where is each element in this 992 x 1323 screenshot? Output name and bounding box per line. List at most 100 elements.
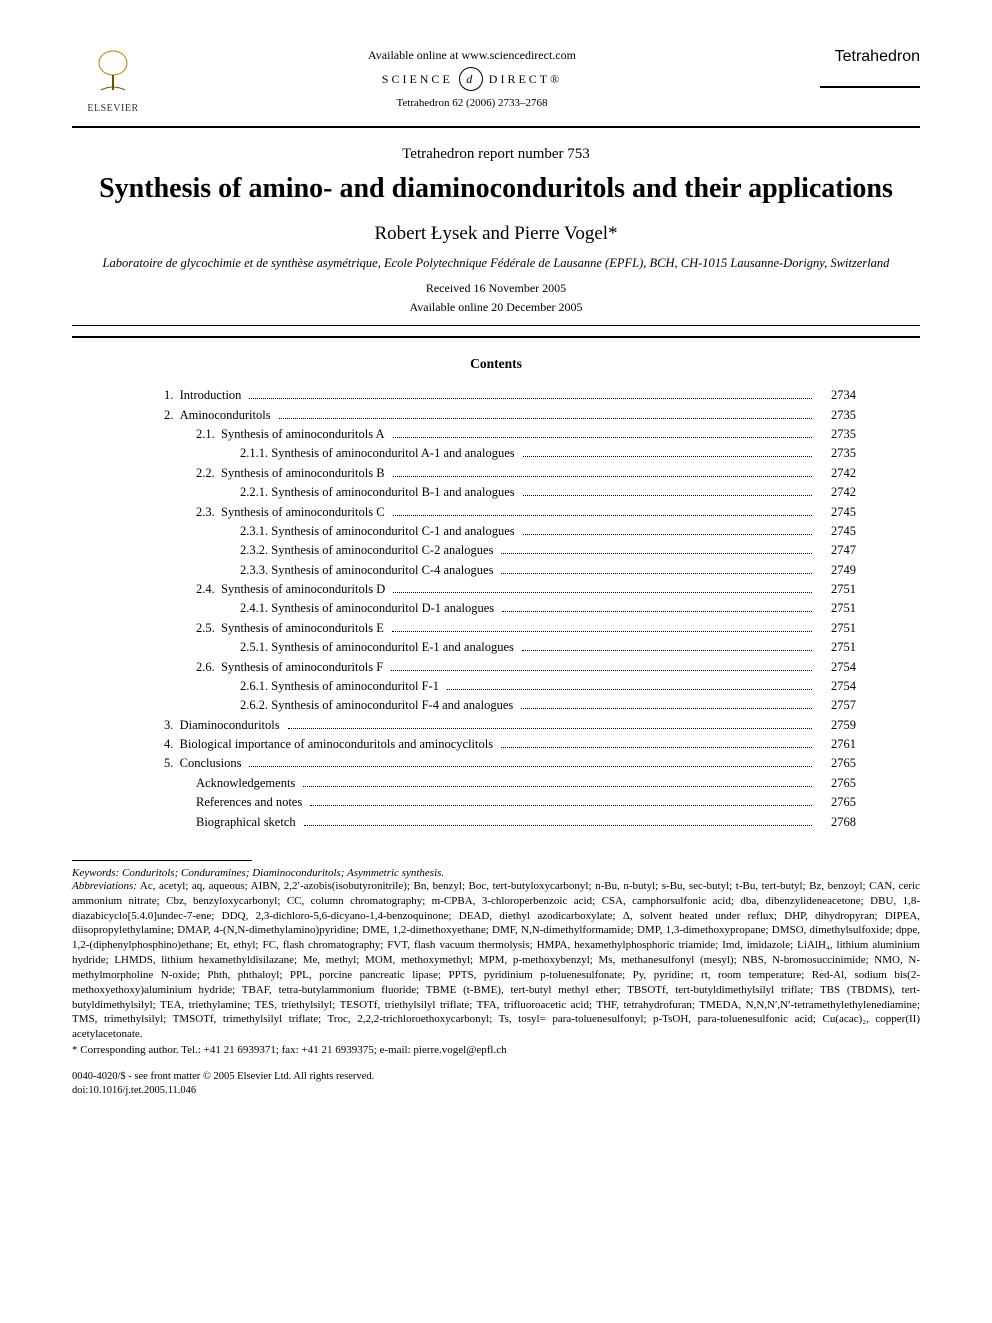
toc-row: 2.4. Synthesis of aminoconduritols D2751 [136,580,856,599]
sd-left: SCIENCE [382,72,453,87]
article-title: Synthesis of amino- and diaminocondurito… [72,173,920,205]
toc-number: 2.6.1. [136,677,271,696]
toc-page: 2735 [816,425,856,444]
toc-label: Acknowledgements [196,774,299,793]
toc-page: 2745 [816,522,856,541]
toc-row: 1. Introduction 2734 [136,386,856,405]
toc-dots [501,546,812,555]
received-date: Received 16 November 2005 [72,281,920,296]
online-date: Available online 20 December 2005 [72,300,920,315]
toc-dots [393,585,812,594]
toc-dots [393,468,812,477]
toc-number: 2.3.2. [136,541,271,560]
toc-label: Aminoconduritols [180,406,275,425]
toc-row: Biographical sketch 2768 [136,813,856,832]
toc-number: 2.4. [136,580,221,599]
sd-right: DIRECT® [489,72,562,87]
toc-page: 2734 [816,386,856,405]
footnote-rule [72,860,252,861]
toc-label: Diaminoconduritols [180,716,284,735]
toc-dots [391,662,812,671]
toc-row: 4. Biological importance of aminoconduri… [136,735,856,754]
corresponding-author: * Corresponding author. Tel.: +41 21 693… [72,1044,920,1056]
toc-page: 2751 [816,619,856,638]
toc-row: 2.3. Synthesis of aminoconduritols C2745 [136,503,856,522]
toc-page: 2735 [816,406,856,425]
toc-page: 2751 [816,599,856,618]
toc-label: Biographical sketch [196,813,300,832]
keywords-line: Keywords: Conduritols; Conduramines; Dia… [72,867,920,879]
toc-page: 2735 [816,444,856,463]
rule-top [72,126,920,128]
toc-number: 2.6. [136,658,221,677]
toc-number: 2.6.2. [136,696,271,715]
copyright-block: 0040-4020/$ - see front matter © 2005 El… [72,1070,920,1097]
toc-label: Synthesis of aminoconduritol C-2 analogu… [271,541,497,560]
toc-page: 2742 [816,483,856,502]
toc-label: Introduction [180,386,246,405]
journal-name: Tetrahedron [790,48,920,66]
contents-heading: Contents [72,356,920,372]
toc-dots [249,759,812,768]
toc-dots [392,623,812,632]
toc-dots [522,643,812,652]
authors: Robert Łysek and Pierre Vogel* [72,223,920,245]
toc-number: 2. [136,406,180,425]
publisher-logo: ELSEVIER [72,48,154,114]
toc-number: 2.5. [136,619,221,638]
toc-label: Conclusions [180,754,246,773]
toc-label: Synthesis of aminoconduritols C [221,503,389,522]
keywords-text: Conduritols; Conduramines; Diaminocondur… [119,867,444,879]
toc-row: 2.3.2. Synthesis of aminoconduritol C-2 … [136,541,856,560]
toc-number: 2.1.1. [136,444,271,463]
toc-row: Acknowledgements 2765 [136,774,856,793]
toc-page: 2759 [816,716,856,735]
abbrev-text: Ac, acetyl; aq, aqueous; AIBN, 2,2′-azob… [72,880,920,1040]
toc-label: Synthesis of aminoconduritols F [221,658,387,677]
toc-page: 2745 [816,503,856,522]
toc-dots [288,720,812,729]
table-of-contents: 1. Introduction 2734 2. Aminoconduritols 27… [136,386,856,832]
toc-page: 2742 [816,464,856,483]
toc-page: 2751 [816,580,856,599]
toc-page: 2768 [816,813,856,832]
toc-row: 2.4.1. Synthesis of aminoconduritol D-1 … [136,599,856,618]
toc-dots [523,488,812,497]
toc-number: 2.2. [136,464,221,483]
toc-dots [393,430,812,439]
toc-page: 2754 [816,677,856,696]
toc-number: 2.3.1. [136,522,271,541]
toc-page: 2765 [816,774,856,793]
elsevier-tree-icon [72,48,154,103]
toc-dots [393,507,812,516]
toc-label: Synthesis of aminoconduritol C-4 analogu… [271,561,497,580]
toc-label: Synthesis of aminoconduritol A-1 and ana… [271,444,518,463]
toc-page: 2765 [816,793,856,812]
toc-dots [310,798,812,807]
toc-page: 2751 [816,638,856,657]
toc-label: References and notes [196,793,306,812]
toc-number: 2.1. [136,425,221,444]
toc-page: 2757 [816,696,856,715]
toc-number: 1. [136,386,180,405]
toc-dots [249,391,812,400]
citation-line: Tetrahedron 62 (2006) 2733–2768 [154,97,790,109]
toc-row: 2.3.3. Synthesis of aminoconduritol C-4 … [136,561,856,580]
toc-dots [501,740,812,749]
toc-dots [304,817,812,826]
toc-dots [501,565,812,574]
toc-page: 2761 [816,735,856,754]
toc-label: Synthesis of aminoconduritols A [221,425,389,444]
abbreviations-block: Abbreviations: Ac, acetyl; aq, aqueous; … [72,879,920,1042]
toc-dots [447,681,812,690]
toc-label: Synthesis of aminoconduritol D-1 analogu… [271,599,498,618]
toc-row: 3. Diaminoconduritols2759 [136,716,856,735]
toc-row: 2.5.1. Synthesis of aminoconduritol E-1 … [136,638,856,657]
toc-label: Synthesis of aminoconduritols E [221,619,388,638]
toc-number: 2.4.1. [136,599,271,618]
toc-number: 2.3.3. [136,561,271,580]
toc-dots [521,701,812,710]
sciencedirect-brand: SCIENCE d DIRECT® [382,67,562,91]
publisher-name: ELSEVIER [72,103,154,114]
toc-page: 2747 [816,541,856,560]
